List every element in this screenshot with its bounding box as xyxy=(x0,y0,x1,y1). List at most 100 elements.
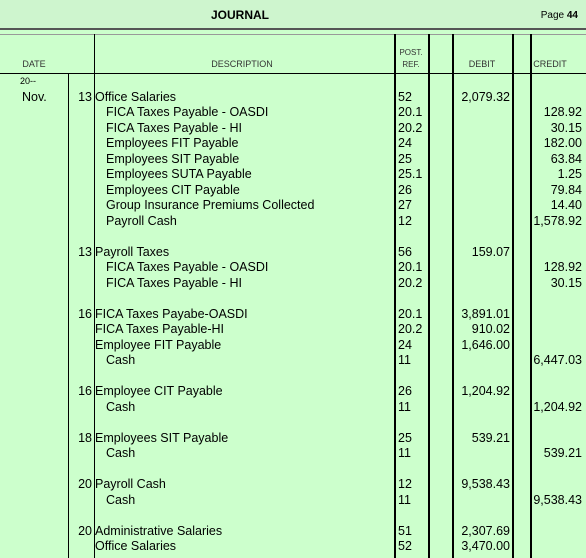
credit-amount: 128.92 xyxy=(543,105,582,119)
description-column-header: DESCRIPTION xyxy=(211,59,273,69)
entry-description: Payroll Cash xyxy=(106,213,177,228)
credit-amount xyxy=(532,229,582,245)
date-day xyxy=(68,353,92,369)
post-ref: 26 xyxy=(398,182,412,197)
entry-description: Cash xyxy=(106,446,136,460)
journal-row xyxy=(0,229,586,245)
journal-row: Employees SUTA Payable 25.1 1.25 xyxy=(0,167,586,183)
journal-row: Cash 11 1,204.92 xyxy=(0,400,586,416)
credit-amount: 30.15 xyxy=(550,120,582,135)
journal-row: Cash 11 9,538.43 xyxy=(0,493,586,509)
journal-row xyxy=(0,462,586,478)
header-top-rule xyxy=(0,34,586,35)
date-day xyxy=(68,539,92,555)
debit-amount xyxy=(455,400,510,416)
desc-divider xyxy=(94,34,95,558)
post-ref: 20.2 xyxy=(398,275,423,290)
entry-description: FICA Taxes Payable - HI xyxy=(106,275,242,290)
date-day xyxy=(68,198,92,214)
ref-divider-left xyxy=(394,34,396,558)
credit-amount: 79.84 xyxy=(550,182,582,197)
post-ref-column-header: POST. REF. xyxy=(399,48,423,69)
date-day: 16 xyxy=(78,306,92,321)
credit-amount: 30.15 xyxy=(550,275,582,290)
credit-amount xyxy=(532,291,582,307)
date-day xyxy=(68,493,92,509)
post-ref: 20.1 xyxy=(398,105,423,119)
credit-amount: 14.40 xyxy=(550,198,582,212)
entry-description: Employees SIT Payable xyxy=(95,430,229,445)
credit-amount: 182.00 xyxy=(543,136,582,150)
debit-amount xyxy=(455,198,510,214)
journal-row: 13 Payroll Taxes 56 159.07 xyxy=(0,245,586,261)
journal-row xyxy=(0,508,586,524)
debit-amount: 159.07 xyxy=(471,244,510,259)
post-ref: 51 xyxy=(398,523,412,538)
credit-amount: 63.84 xyxy=(550,151,582,166)
post-ref: 27 xyxy=(398,198,412,212)
journal-row: 20 Administrative Salaries 51 2,307.69 xyxy=(0,524,586,540)
post-ref: 20.2 xyxy=(398,322,423,336)
credit-amount: 1,204.92 xyxy=(533,399,582,414)
credit-amount xyxy=(532,245,582,261)
journal-row: Employees SIT Payable 25 63.84 xyxy=(0,152,586,168)
date-day xyxy=(68,446,92,462)
journal-title: JOURNAL xyxy=(210,8,269,22)
credit-amount xyxy=(532,322,582,338)
post-ref: 11 xyxy=(398,353,411,367)
entry-description: Cash xyxy=(106,492,136,507)
credit-amount xyxy=(532,369,582,385)
entry-description: FICA Taxes Payable - OASDI xyxy=(106,260,269,274)
date-day: 20 xyxy=(78,523,92,538)
journal-row: Office Salaries 52 3,470.00 xyxy=(0,539,586,555)
entry-description: Employees SIT Payable xyxy=(106,151,240,166)
entry-description: FICA Taxes Payable - HI xyxy=(106,120,242,135)
debit-amount xyxy=(455,508,510,524)
journal-row: 20-- xyxy=(0,74,586,90)
journal-row: Cash 11 539.21 xyxy=(0,446,586,462)
journal-row: Employees CIT Payable 26 79.84 xyxy=(0,183,586,199)
credit-amount xyxy=(532,524,582,540)
date-day xyxy=(68,322,92,338)
debit-amount xyxy=(455,74,510,90)
post-ref: 24 xyxy=(398,136,412,150)
date-day xyxy=(68,105,92,121)
journal-row xyxy=(0,291,586,307)
journal-row: Cash 11 6,447.03 xyxy=(0,353,586,369)
post-ref: 12 xyxy=(398,213,412,228)
journal-entries: 20-- Nov. 13 Office Salaries 52 2,079.32 FICA … xyxy=(0,74,586,555)
entry-description: Payroll Taxes xyxy=(95,244,170,259)
debit-amount: 1,204.92 xyxy=(461,384,510,398)
entry-description: FICA Taxes Payabe-OASDI xyxy=(95,306,248,321)
post-ref: 56 xyxy=(398,244,412,259)
date-day xyxy=(68,183,92,199)
debit-amount: 2,079.32 xyxy=(461,89,510,104)
debit-amount xyxy=(455,152,510,168)
date-day xyxy=(68,508,92,524)
page-number: 44 xyxy=(566,10,578,21)
credit-amount: 1,578.92 xyxy=(533,213,582,228)
post-ref: 25.1 xyxy=(398,167,423,181)
debit-amount xyxy=(455,167,510,183)
date-day xyxy=(68,369,92,385)
credit-amount: 1.25 xyxy=(557,167,582,181)
entry-description: Group Insurance Premiums Collected xyxy=(106,198,315,212)
date-column-header: DATE xyxy=(22,59,46,69)
credit-amount xyxy=(532,462,582,478)
date-divider xyxy=(68,73,69,558)
journal-row: Nov. 13 Office Salaries 52 2,079.32 xyxy=(0,90,586,106)
date-day xyxy=(68,415,92,431)
debit-amount xyxy=(455,214,510,230)
journal-row: Group Insurance Premiums Collected 27 14.4… xyxy=(0,198,586,214)
debit-amount: 539.21 xyxy=(471,430,510,445)
debit-amount xyxy=(455,105,510,121)
post-ref: 20.1 xyxy=(398,260,423,274)
debit-amount xyxy=(455,229,510,245)
debit-divider-right xyxy=(512,34,514,558)
journal-row: Employee FIT Payable 24 1,646.00 xyxy=(0,338,586,354)
post-ref: 12 xyxy=(398,477,412,491)
date-month: Nov. xyxy=(22,89,47,104)
debit-amount xyxy=(455,415,510,431)
entry-description: Cash xyxy=(106,399,136,414)
